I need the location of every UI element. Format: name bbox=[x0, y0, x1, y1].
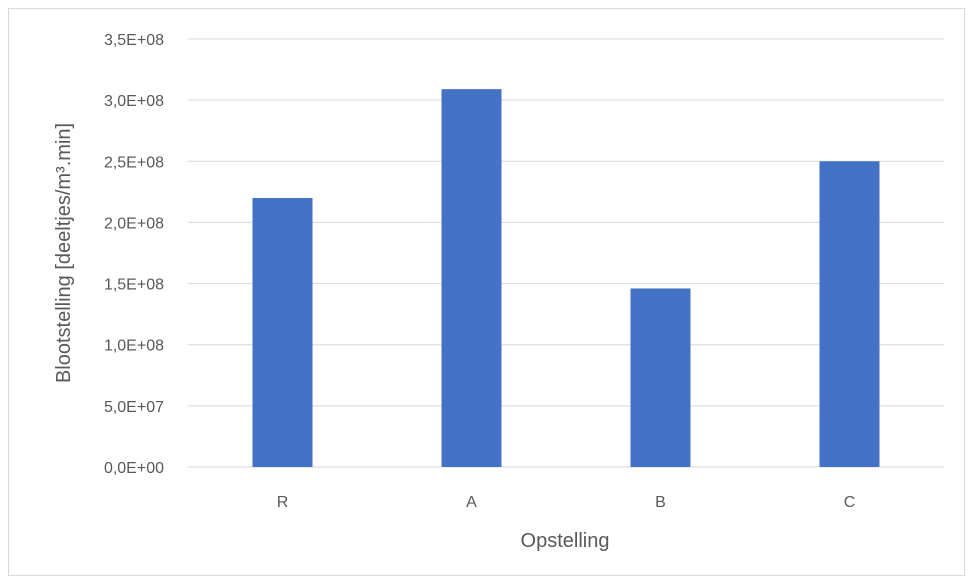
y-tick-label: 2,0E+08 bbox=[104, 215, 164, 232]
y-tick-label: 1,5E+08 bbox=[104, 277, 164, 294]
y-tick-label: 1,0E+08 bbox=[104, 338, 164, 355]
bar-r bbox=[252, 197, 313, 467]
y-tick-label: 5,0E+07 bbox=[104, 399, 164, 416]
bar-c bbox=[819, 161, 880, 468]
bar-b bbox=[630, 288, 691, 467]
x-tick-label: C bbox=[844, 494, 856, 511]
x-axis-title: Opstelling bbox=[521, 530, 610, 552]
y-tick-label: 0,0E+00 bbox=[104, 460, 164, 477]
x-tick-label: R bbox=[277, 494, 289, 511]
x-tick-label: A bbox=[466, 494, 477, 511]
y-axis-ticks: 0,0E+00 5,0E+07 1,0E+08 1,5E+08 2,0E+08 2,5E+… bbox=[104, 32, 164, 477]
y-tick-label: 3,0E+08 bbox=[104, 93, 164, 110]
bar-a bbox=[441, 89, 502, 467]
gridlines bbox=[188, 38, 944, 468]
y-tick-label: 2,5E+08 bbox=[104, 154, 164, 171]
bars bbox=[252, 89, 880, 468]
y-axis-title: Blootstelling [deeltjes/m³.min] bbox=[53, 123, 75, 383]
y-tick-label: 3,5E+08 bbox=[104, 32, 164, 49]
x-tick-label: B bbox=[655, 494, 666, 511]
